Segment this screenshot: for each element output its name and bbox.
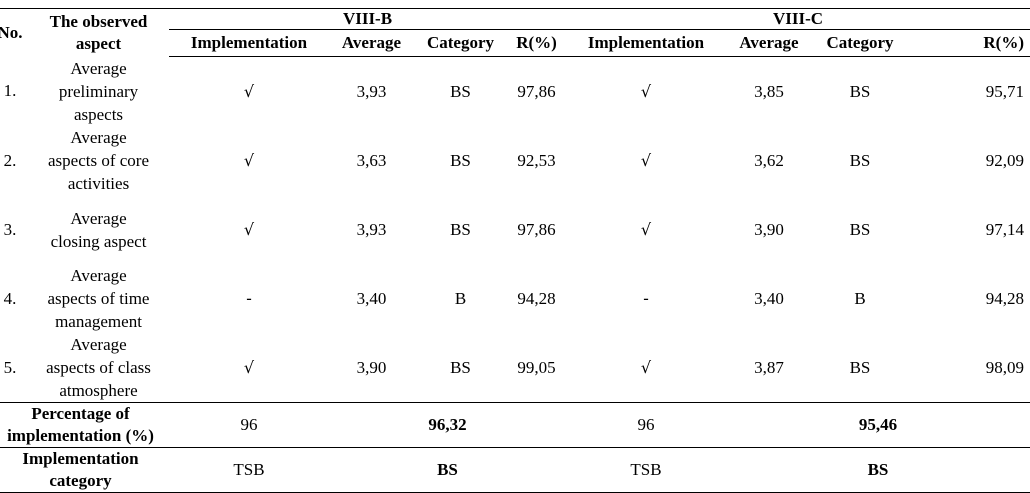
viii-c-average: 3,40 — [754, 288, 784, 308]
subheader-r-percent: R(%) — [507, 29, 566, 57]
aspect-line: Average — [70, 266, 127, 285]
viii-c-category: BS — [849, 150, 871, 170]
aspect-line: preliminary — [58, 81, 139, 101]
viii-b-category: BS — [450, 357, 471, 377]
viii-c-implementation: √ — [640, 219, 652, 239]
viii-b-category: BS — [450, 150, 471, 170]
header-group-viii-c: VIII-C — [566, 8, 1030, 30]
viii-c-category: BS — [849, 219, 871, 239]
viii-b-average: 3,90 — [356, 357, 387, 377]
viii-c-implementation: √ — [640, 81, 652, 101]
row-number: 2. — [3, 150, 17, 170]
viii-c-average: 3,62 — [754, 150, 784, 170]
category-label-line: category — [49, 471, 112, 490]
viii-c-implementation: - — [643, 288, 649, 308]
viii-c-average: 3,90 — [754, 219, 784, 239]
row-number: 5. — [3, 357, 17, 377]
aspect-line: atmosphere — [59, 381, 138, 400]
viii-c-r-percent: 95,71 — [985, 81, 1024, 101]
row-number: 1. — [3, 81, 17, 101]
viii-b-implementation: √ — [243, 357, 255, 377]
aspect-cell: Average aspects of class atmosphere — [28, 333, 169, 403]
aspect-line: aspects of time — [47, 289, 150, 308]
category-label-line: Implementation — [22, 449, 139, 468]
subheader-average: Average — [329, 29, 414, 57]
aspect-line: Average — [70, 335, 127, 354]
viii-c-r-percent: 97,14 — [985, 219, 1024, 239]
viii-b-category: BS — [450, 219, 471, 239]
viii-b-implementation: √ — [243, 219, 255, 239]
viii-c-average: 3,85 — [754, 81, 784, 101]
viii-c-category: B — [854, 288, 866, 308]
percentage-viii-c-value: 95,46 — [726, 402, 1030, 448]
viii-b-r-percent: 99,05 — [517, 357, 556, 377]
aspect-cell: Average aspects of core activities — [28, 126, 169, 195]
viii-b-r-percent: 97,86 — [517, 219, 556, 239]
viii-b-category: BS — [450, 81, 471, 101]
percentage-viii-c-implementation: 96 — [566, 402, 726, 448]
row-number: 4. — [3, 288, 17, 308]
aspect-line: aspects of class — [46, 358, 151, 377]
subheader-implementation: Implementation — [566, 29, 726, 57]
aspect-line: Average — [70, 58, 127, 78]
aspect-line: activities — [67, 174, 130, 193]
viii-b-implementation: - — [246, 288, 252, 308]
percentage-viii-b-implementation: 96 — [169, 402, 329, 448]
aspect-cell: Average aspects of time management — [28, 264, 169, 333]
header-group-viii-b: VIII-B — [169, 8, 566, 30]
viii-c-r-percent: 94,28 — [985, 288, 1024, 308]
viii-b-average: 3,93 — [356, 81, 387, 101]
viii-c-category: BS — [849, 357, 871, 377]
category-viii-c-value: BS — [726, 447, 1030, 493]
table-row: 2. Average aspects of core activities √ 3,63 B… — [0, 126, 1030, 195]
percentage-label-line: implementation (%) — [7, 426, 154, 445]
viii-b-average: 3,63 — [356, 150, 387, 170]
row-number: 3. — [3, 219, 17, 239]
aspect-line: aspects — [73, 104, 124, 124]
viii-c-category: BS — [849, 81, 871, 101]
category-viii-b-implementation: TSB — [169, 447, 329, 493]
table-row: 1. Average preliminary aspects √ 3,93 BS 97,86 √… — [0, 57, 1030, 127]
aspect-line: management — [55, 312, 142, 331]
viii-b-implementation: √ — [243, 150, 255, 170]
viii-b-average: 3,40 — [356, 288, 387, 308]
viii-b-category: B — [454, 288, 467, 308]
table-row: 4. Average aspects of time management - 3,40 B… — [0, 264, 1030, 333]
viii-b-average: 3,93 — [356, 219, 387, 239]
viii-c-r-percent: 98,09 — [985, 357, 1024, 377]
aspect-line: closing aspect — [50, 231, 147, 251]
aspect-line: aspects of core — [47, 151, 149, 170]
aspect-cell: Average closing aspect — [28, 195, 169, 264]
aspect-line: Average — [70, 128, 127, 147]
subheader-average: Average — [726, 29, 812, 57]
viii-c-r-percent: 92,09 — [985, 150, 1024, 170]
percentage-label-line: Percentage of — [31, 404, 130, 423]
observation-table: No. The observed aspect VIII-B VIII-C Im… — [0, 8, 1030, 493]
viii-c-average: 3,87 — [754, 357, 784, 377]
subheader-category: Category — [812, 29, 908, 57]
viii-b-implementation: √ — [243, 81, 255, 101]
viii-c-implementation: √ — [640, 357, 652, 377]
aspect-line: Average — [70, 208, 127, 228]
subheader-category: Category — [414, 29, 507, 57]
viii-b-r-percent: 94,28 — [517, 288, 556, 308]
category-viii-c-implementation: TSB — [566, 447, 726, 493]
category-viii-b-value: BS — [329, 447, 566, 493]
subheader-implementation: Implementation — [169, 29, 329, 57]
table-row: 5. Average aspects of class atmosphere √ 3,90… — [0, 333, 1030, 403]
category-label: Implementation category — [0, 447, 169, 493]
table-row: 3. Average closing aspect √ 3,93 BS 97,86 √ 3,90… — [0, 195, 1030, 264]
viii-b-r-percent: 97,86 — [517, 81, 556, 101]
percentage-viii-b-value: 96,32 — [329, 402, 566, 448]
header-no: No. — [0, 8, 28, 57]
aspect-cell: Average preliminary aspects — [28, 57, 169, 127]
subheader-r-percent: R(%) — [908, 29, 1030, 57]
header-aspect: The observed aspect — [28, 8, 169, 57]
viii-b-r-percent: 92,53 — [517, 150, 556, 170]
viii-c-implementation: √ — [640, 150, 652, 170]
percentage-label: Percentage of implementation (%) — [0, 402, 169, 448]
